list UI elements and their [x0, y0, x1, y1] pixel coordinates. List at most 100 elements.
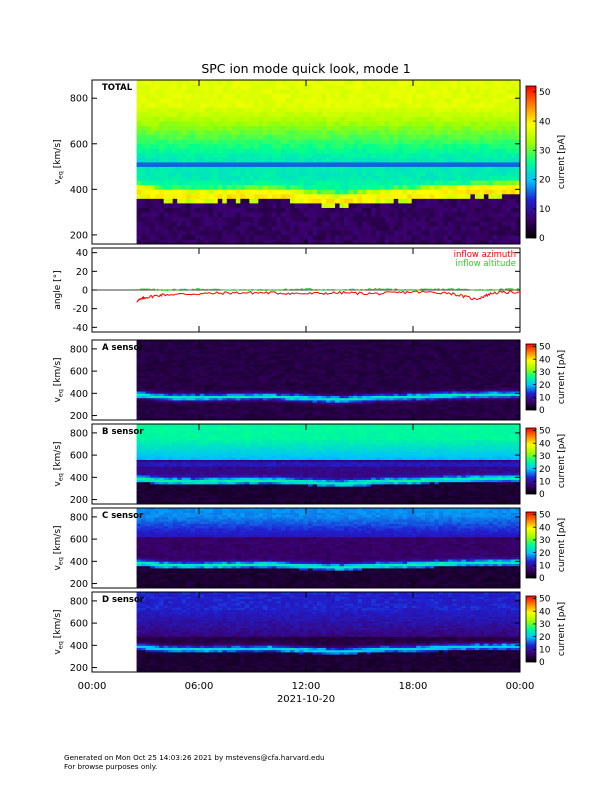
spectrogram-cell: [303, 357, 309, 361]
spectrogram-cell: [294, 98, 300, 104]
spectrogram-cell: [262, 388, 268, 392]
spectrogram-cell: [213, 400, 219, 403]
spectrogram-cell: [506, 221, 512, 227]
spectrogram-cell: [362, 360, 368, 363]
spectrogram-cell: [344, 384, 349, 388]
spectrogram-cell: [253, 121, 259, 126]
spectrogram-cell: [434, 171, 440, 177]
spectrogram-cell: [366, 391, 372, 394]
spectrogram-cell: [348, 353, 354, 356]
spectrogram-cell: [384, 89, 390, 95]
spectrogram-cell: [298, 207, 304, 213]
spectrogram-cell: [244, 184, 250, 190]
spectrogram-cell: [159, 406, 165, 410]
spectrogram-cell: [244, 125, 250, 131]
spectrogram-cell: [298, 386, 304, 390]
spectrogram-cell: [145, 98, 151, 104]
spectrogram-cell: [317, 207, 322, 213]
spectrogram-cell: [312, 116, 318, 122]
spectrogram-cell: [420, 139, 426, 145]
spectrogram-cell: [222, 116, 228, 122]
spectrogram-cell: [335, 180, 340, 186]
spectrogram-cell: [501, 102, 507, 108]
spectrogram-cell: [298, 152, 304, 158]
spectrogram-cell: [280, 221, 286, 227]
spectrogram-cell: [483, 189, 489, 195]
spectrogram-cell: [366, 139, 372, 145]
spectrogram-cell: [402, 107, 408, 113]
spectrogram-cell: [447, 216, 453, 222]
spectrogram-cell: [317, 157, 322, 163]
spectrogram-cell: [159, 348, 165, 352]
spectrogram-cell: [280, 198, 286, 204]
spectrogram-cell: [208, 143, 214, 149]
spectrogram-cell: [222, 225, 228, 231]
spectrogram-cell: [416, 225, 422, 231]
spectrogram-cell: [317, 388, 322, 392]
spectrogram-cell: [335, 357, 340, 361]
spectrogram-cell: [136, 80, 142, 85]
spectrogram-cell: [371, 189, 377, 195]
spectrogram-cell: [231, 107, 237, 113]
spectrogram-cell: [298, 116, 304, 122]
spectrogram-cell: [213, 384, 219, 388]
spectrogram-cell: [136, 400, 142, 403]
spectrogram-cell: [168, 130, 174, 136]
spectrogram-cell: [298, 193, 304, 199]
spectrogram-cell: [208, 230, 214, 236]
spectrogram-cell: [159, 193, 165, 199]
spectrogram-cell: [217, 348, 223, 352]
spectrogram-cell: [321, 371, 327, 374]
spectrogram-cell: [501, 139, 507, 145]
spectrogram-cell: [195, 413, 201, 416]
spectrogram-cell: [348, 366, 354, 370]
spectrogram-cell: [375, 234, 381, 240]
spectrogram-cell: [501, 125, 507, 131]
spectrogram-cell: [267, 98, 273, 104]
spectrogram-cell: [317, 342, 322, 345]
spectrogram-cell: [357, 395, 363, 399]
spectrogram-cell: [253, 143, 259, 149]
spectrogram-cell: [222, 80, 228, 85]
spectrogram-cell: [235, 411, 241, 414]
spectrogram-cell: [479, 221, 485, 227]
spectrogram-cell: [492, 180, 498, 186]
spectrogram-cell: [226, 216, 232, 222]
spectrogram-cell: [393, 180, 399, 186]
spectrogram-cell: [483, 184, 489, 190]
spectrogram-cell: [357, 216, 363, 222]
spectrogram-cell: [190, 152, 196, 158]
spectrogram-cell: [285, 216, 291, 222]
spectrogram-cell: [150, 221, 156, 227]
spectrogram-cell: [425, 130, 431, 136]
spectrogram-cell: [231, 364, 237, 368]
spectrogram-cell: [280, 342, 286, 345]
spectrogram-cell: [159, 80, 165, 85]
spectrogram-cell: [249, 357, 255, 361]
spectrogram-cell: [253, 402, 259, 405]
spectrogram-cell: [366, 107, 372, 113]
spectrogram-cell: [380, 239, 386, 245]
spectrogram-cell: [438, 239, 444, 245]
spectrogram-cell: [181, 340, 187, 343]
spectrogram-cell: [186, 162, 192, 167]
spectrogram-cell: [204, 239, 210, 245]
spectrogram-cell: [249, 368, 255, 372]
spectrogram-cell: [159, 189, 165, 195]
spectrogram-cell: [307, 415, 313, 419]
spectrogram-cell: [402, 203, 408, 208]
spectrogram-cell: [335, 413, 340, 416]
spectrogram-cell: [298, 393, 304, 396]
spectrogram-cell: [389, 193, 395, 199]
spectrogram-cell: [353, 152, 359, 158]
spectrogram-cell: [344, 373, 349, 376]
spectrogram-cell: [384, 198, 390, 204]
spectrogram-cell: [195, 384, 201, 388]
spectrogram-cell: [289, 404, 295, 408]
spectrogram-cell: [204, 400, 210, 403]
spectrogram-cell: [231, 353, 237, 356]
spectrogram-cell: [420, 148, 426, 154]
spectrogram-cell: [312, 375, 318, 379]
spectrogram-cell: [181, 360, 187, 363]
